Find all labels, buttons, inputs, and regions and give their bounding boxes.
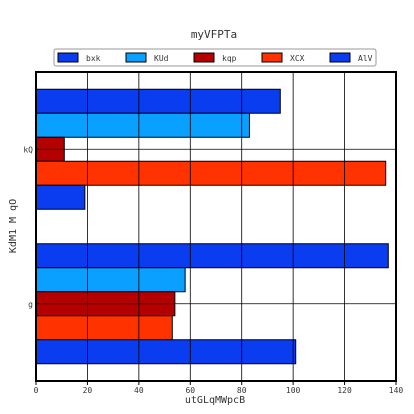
legend-label: kqp <box>222 54 237 63</box>
bar-XCX-g <box>35 315 173 341</box>
bar-KUd-g <box>35 267 186 293</box>
y-axis-label: KdM1 M qO <box>8 199 19 253</box>
bar-AlV-kQ <box>35 184 86 210</box>
legend: bxk KUd kqp XCX AlV <box>53 48 377 67</box>
x-tick-label: 20 <box>83 386 93 395</box>
legend-box <box>53 48 377 67</box>
legend-label: XCX <box>290 54 305 63</box>
chart-title: myVFPTa <box>191 28 237 41</box>
x-tick-label: 100 <box>286 386 301 395</box>
y-tick-label: g <box>28 300 33 309</box>
x-axis-label: utGLqMWpcB <box>185 395 245 406</box>
legend-swatch <box>329 52 351 63</box>
legend-swatch <box>261 52 283 63</box>
bar-bxk-g <box>35 243 389 269</box>
legend-label: AlV <box>358 54 373 63</box>
plot-frame <box>35 71 397 382</box>
legend-swatch <box>193 52 215 63</box>
legend-label: KUd <box>154 54 169 63</box>
x-tick-label: 40 <box>134 386 144 395</box>
plot-area: 0 20 40 60 80 100 120 140 kQ g <box>23 71 404 395</box>
bar-XCX-kQ <box>35 160 387 186</box>
legend-swatch <box>57 52 79 63</box>
legend-swatch <box>125 52 147 63</box>
x-tick-label: 120 <box>337 386 352 395</box>
y-tick-label: kQ <box>23 145 33 154</box>
x-tick-label: 80 <box>237 386 247 395</box>
legend-label: bxk <box>86 54 101 63</box>
x-tick-label: 140 <box>389 386 404 395</box>
bar-KUd-kQ <box>35 112 250 138</box>
bar-AlV-g <box>35 339 297 365</box>
x-tick-label: 0 <box>34 386 39 395</box>
bar-bxk-kQ <box>35 88 281 114</box>
x-tick-label: 60 <box>185 386 195 395</box>
